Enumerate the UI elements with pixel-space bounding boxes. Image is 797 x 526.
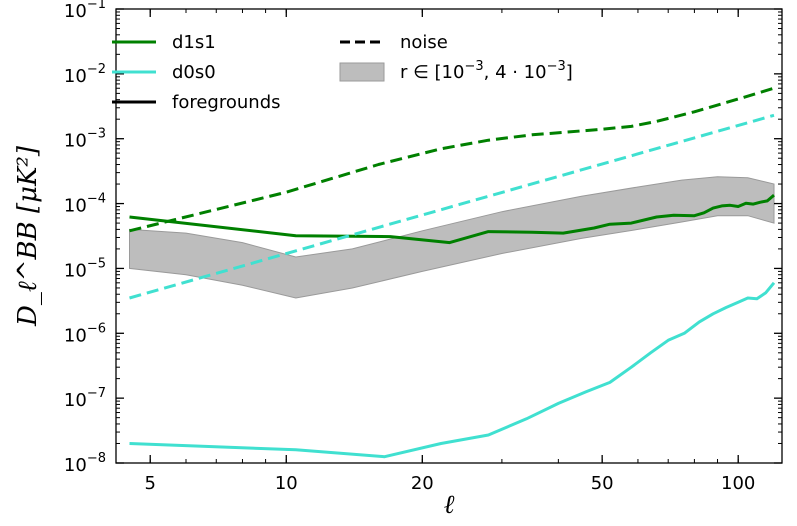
series-d0s0 bbox=[129, 281, 776, 459]
x-tick-label: 20 bbox=[411, 473, 434, 494]
y-tick-label: 10−5 bbox=[64, 256, 106, 281]
legend-label: d0s0 bbox=[172, 62, 216, 83]
y-tick-label: 10−7 bbox=[64, 386, 106, 411]
x-tick-label: 100 bbox=[721, 473, 755, 494]
r-range-band bbox=[129, 176, 775, 299]
lines-layer bbox=[129, 86, 776, 459]
legend-label: noise bbox=[400, 32, 448, 53]
x-tick-label: 5 bbox=[144, 473, 155, 494]
band-layer bbox=[129, 176, 775, 299]
y-tick-label: 10−3 bbox=[64, 127, 106, 152]
series-d1s1 bbox=[129, 193, 775, 245]
legend-entry: d1s1 bbox=[112, 32, 216, 53]
ticks-layer: 5 10 20 50 100 10−8 10−7 10−6 10−5 10−4 10−3 10−2 10… bbox=[64, 0, 782, 494]
y-tick-label: 10−4 bbox=[64, 192, 106, 217]
series-d1s1-noise bbox=[129, 86, 775, 233]
y-axis-label: D_ℓ^BB [μK²] bbox=[13, 145, 43, 327]
legend-label: r ∈ [10−3, 4 · 10−3] bbox=[400, 59, 573, 83]
y-tick-label: 10−1 bbox=[64, 0, 106, 22]
legend-entry: noise bbox=[340, 32, 448, 53]
legend: d1s1 d0s0 foregrounds noise r ∈ [10−3, 4 · 1… bbox=[112, 32, 573, 113]
legend-label: d1s1 bbox=[172, 32, 216, 53]
legend-entry: d0s0 bbox=[112, 62, 216, 83]
x-axis-label: ℓ bbox=[444, 490, 455, 520]
y-tick-label: 10−6 bbox=[64, 321, 106, 346]
legend-swatch bbox=[339, 62, 385, 82]
y-tick-label: 10−8 bbox=[64, 451, 106, 476]
legend-label: foregrounds bbox=[172, 92, 281, 113]
y-tick-label: 10−2 bbox=[64, 62, 106, 87]
legend-entry: foregrounds bbox=[112, 92, 281, 113]
legend-entry: r ∈ [10−3, 4 · 10−3] bbox=[339, 59, 573, 83]
series-d0s0-noise bbox=[129, 113, 775, 300]
plot-frame bbox=[115, 8, 783, 464]
x-tick-label: 10 bbox=[275, 473, 298, 494]
x-tick-label: 50 bbox=[591, 473, 614, 494]
